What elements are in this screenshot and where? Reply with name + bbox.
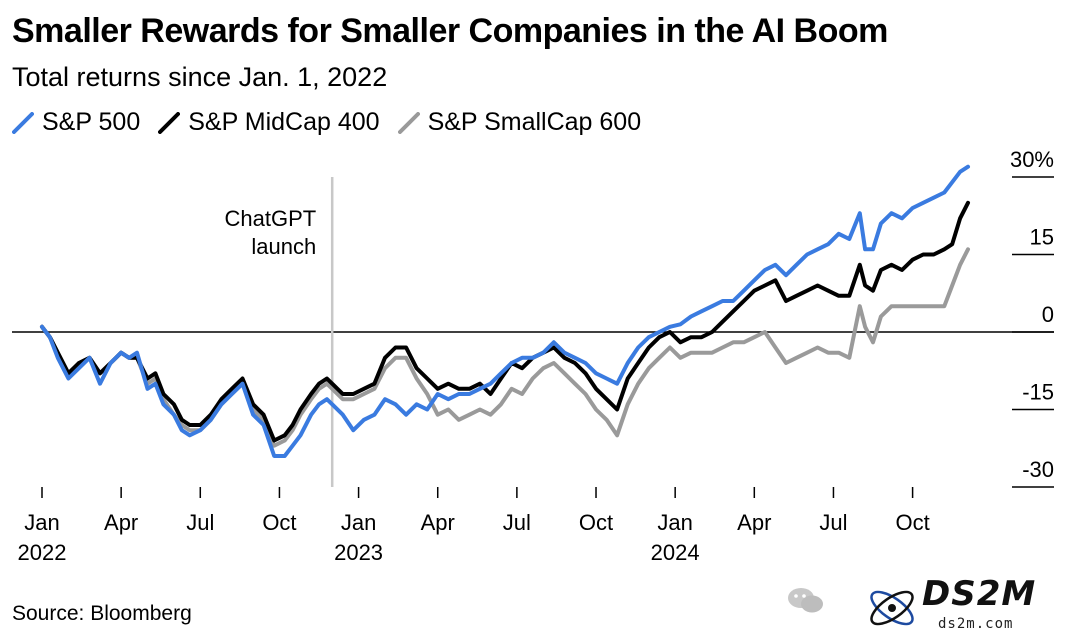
wechat-icon [788, 588, 823, 613]
chart-subtitle: Total returns since Jan. 1, 2022 [12, 62, 388, 92]
x-tick-label-10: Jul [819, 510, 847, 535]
y-tick-label-1: 15 [1030, 225, 1054, 250]
atom-logo-icon [870, 590, 914, 626]
x-tick-year-4: 2023 [334, 540, 383, 565]
legend-item-sp500: S&P 500 [12, 108, 140, 137]
watermark-url: ds2m.com [938, 616, 1014, 632]
source-note: Source: Bloomberg [12, 602, 192, 625]
x-tick-label-11: Oct [895, 510, 929, 535]
y-tick-label-0: 30% [1010, 147, 1054, 172]
x-tick-label-2: Jul [186, 510, 214, 535]
x-tick-year-8: 2024 [651, 540, 700, 565]
x-tick-label-7: Oct [579, 510, 613, 535]
legend-swatch-midcap [158, 111, 181, 134]
chart-title: Smaller Rewards for Smaller Companies in… [12, 12, 888, 50]
x-tick-label-6: Jul [503, 510, 531, 535]
legend-label-smallcap: S&P SmallCap 600 [427, 108, 642, 136]
x-tick-label-9: Apr [737, 510, 771, 535]
legend: S&P 500 S&P MidCap 400 S&P SmallCap 600 [12, 108, 641, 137]
swatch-line-smallcap [397, 111, 420, 134]
legend-label-midcap: S&P MidCap 400 [188, 108, 380, 136]
y-tick-label-3: -15 [1022, 380, 1054, 405]
y-tick-label-4: -30 [1022, 457, 1054, 482]
x-tick-label-3: Oct [262, 510, 296, 535]
watermark: DS2M ds2m.com [860, 572, 1070, 640]
legend-label-sp500: S&P 500 [42, 108, 141, 136]
legend-swatch-sp500 [12, 111, 34, 134]
x-tick-label-0: Jan [24, 510, 59, 535]
legend-swatch-smallcap [397, 111, 420, 134]
legend-item-midcap: S&P MidCap 400 [158, 108, 380, 137]
watermark-brand: DS2M [922, 574, 1037, 614]
x-tick-label-4: Jan [341, 510, 376, 535]
series-line-s-p-500 [40, 164, 970, 458]
x-tick-label-5: Apr [421, 510, 455, 535]
y-tick-label-2: 0 [1042, 302, 1054, 327]
x-tick-label-8: Jan [657, 510, 692, 535]
series-line-s-p-midcap-400 [40, 200, 970, 443]
series-line-s-p-smallcap-600 [40, 247, 970, 448]
annotation-label-line2: launch [251, 234, 316, 259]
swatch-line-sp500 [12, 111, 34, 134]
annotation-label-line1: ChatGPT [224, 206, 316, 231]
swatch-line-midcap [158, 111, 181, 134]
x-tick-year-0: 2022 [18, 540, 67, 565]
x-tick-label-1: Apr [104, 510, 138, 535]
legend-item-smallcap: S&P SmallCap 600 [397, 108, 642, 137]
